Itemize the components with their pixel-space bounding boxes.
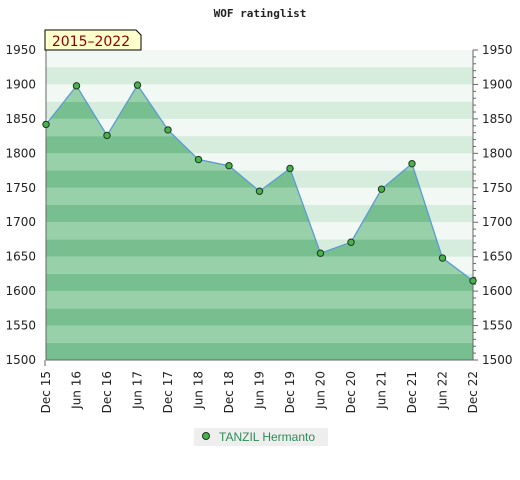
- area-band: [46, 342, 473, 360]
- x-tick-label: Dec 21: [405, 371, 419, 413]
- x-tick-label: Dec 15: [39, 371, 53, 413]
- y-tick-label-right: 1550: [482, 319, 513, 333]
- period-badge: 2015–2022: [44, 29, 142, 51]
- area-band: [46, 291, 473, 309]
- data-point: [377, 185, 386, 193]
- axes: [44, 49, 478, 366]
- legend: TANZIL Hermanto: [194, 428, 328, 446]
- area-band: [46, 205, 473, 223]
- x-tick-label: Dec 18: [222, 371, 236, 413]
- y-tick-label-right: 1750: [482, 181, 513, 195]
- background-band: [46, 67, 473, 85]
- legend-label: TANZIL Hermanto: [219, 430, 315, 444]
- y-tick-label-left: 1550: [5, 319, 36, 333]
- data-point: [194, 155, 203, 164]
- data-points: [42, 81, 477, 285]
- x-tick-label: Jun 19: [253, 371, 267, 410]
- y-tick-label-right: 1500: [482, 353, 513, 367]
- data-point: [72, 82, 81, 90]
- y-tick-label-left: 1750: [5, 181, 36, 195]
- y-tick-label-left: 1500: [5, 353, 36, 367]
- background-band: [46, 84, 473, 102]
- data-point: [438, 254, 447, 262]
- y-tick-label-left: 1800: [5, 146, 36, 160]
- x-tick-label: Jun 18: [192, 371, 206, 410]
- data-point: [316, 249, 325, 257]
- y-tick-label-right: 1850: [482, 112, 513, 126]
- y-tick-label-right: 1800: [482, 146, 513, 160]
- y-tick-label-right: 1700: [482, 215, 513, 229]
- x-tick-label: Dec 19: [283, 371, 297, 413]
- y-tick-label-right: 1900: [482, 77, 513, 91]
- y-tick-label-right: 1600: [482, 284, 513, 298]
- area-band: [46, 308, 473, 326]
- x-tick-label: Jun 21: [375, 371, 389, 410]
- data-point: [103, 131, 111, 140]
- y-tick-labels-left: 1500 1550 1600 1650 1700 1750 1800 1850 1900 1950: [5, 43, 36, 367]
- legend-marker: [202, 432, 210, 440]
- y-tick-label-left: 1700: [5, 215, 36, 229]
- data-point: [408, 159, 416, 168]
- area-band: [46, 256, 473, 274]
- y-tick-labels-right: 1500 1550 1600 1650 1700 1750 1800 1850 1900 1950: [482, 43, 513, 367]
- chart-title: WOF ratinglist: [214, 7, 307, 20]
- x-tick-label: Jun 17: [131, 371, 145, 410]
- data-point: [225, 162, 233, 170]
- data-point: [133, 81, 142, 89]
- data-point: [469, 277, 477, 285]
- x-tick-labels: Dec 15 Jun 16 Dec 16 Jun 17 Dec 17 Jun 18 Dec …: [39, 371, 480, 413]
- y-tick-label-left: 1600: [5, 284, 36, 298]
- x-tick-label: Dec 22: [466, 371, 480, 413]
- x-tick-label: Jun 20: [314, 371, 328, 410]
- y-tick-label-right: 1950: [482, 43, 513, 57]
- data-point: [164, 126, 172, 134]
- area-band: [46, 222, 473, 240]
- area-band: [46, 239, 473, 257]
- data-point: [42, 120, 50, 129]
- y-tick-label-left: 1850: [5, 112, 36, 126]
- y-tick-label-left: 1950: [5, 43, 36, 57]
- area-band: [46, 273, 473, 292]
- area-band: [46, 325, 473, 343]
- y-tick-label-left: 1650: [5, 250, 36, 264]
- data-point: [255, 187, 264, 195]
- data-point: [286, 164, 294, 173]
- x-tick-label: Jun 22: [436, 371, 450, 410]
- x-tick-label: Dec 16: [100, 371, 114, 413]
- data-point: [347, 238, 355, 246]
- period-badge-text: 2015–2022: [52, 34, 130, 50]
- x-tick-label: Jun 16: [70, 371, 84, 410]
- y-tick-label-right: 1650: [482, 250, 513, 264]
- y-tick-label-left: 1900: [5, 77, 36, 91]
- background-band: [46, 50, 473, 68]
- background-band: [46, 101, 473, 119]
- x-tick-label: Dec 20: [344, 371, 358, 413]
- x-tick-label: Dec 17: [161, 371, 175, 413]
